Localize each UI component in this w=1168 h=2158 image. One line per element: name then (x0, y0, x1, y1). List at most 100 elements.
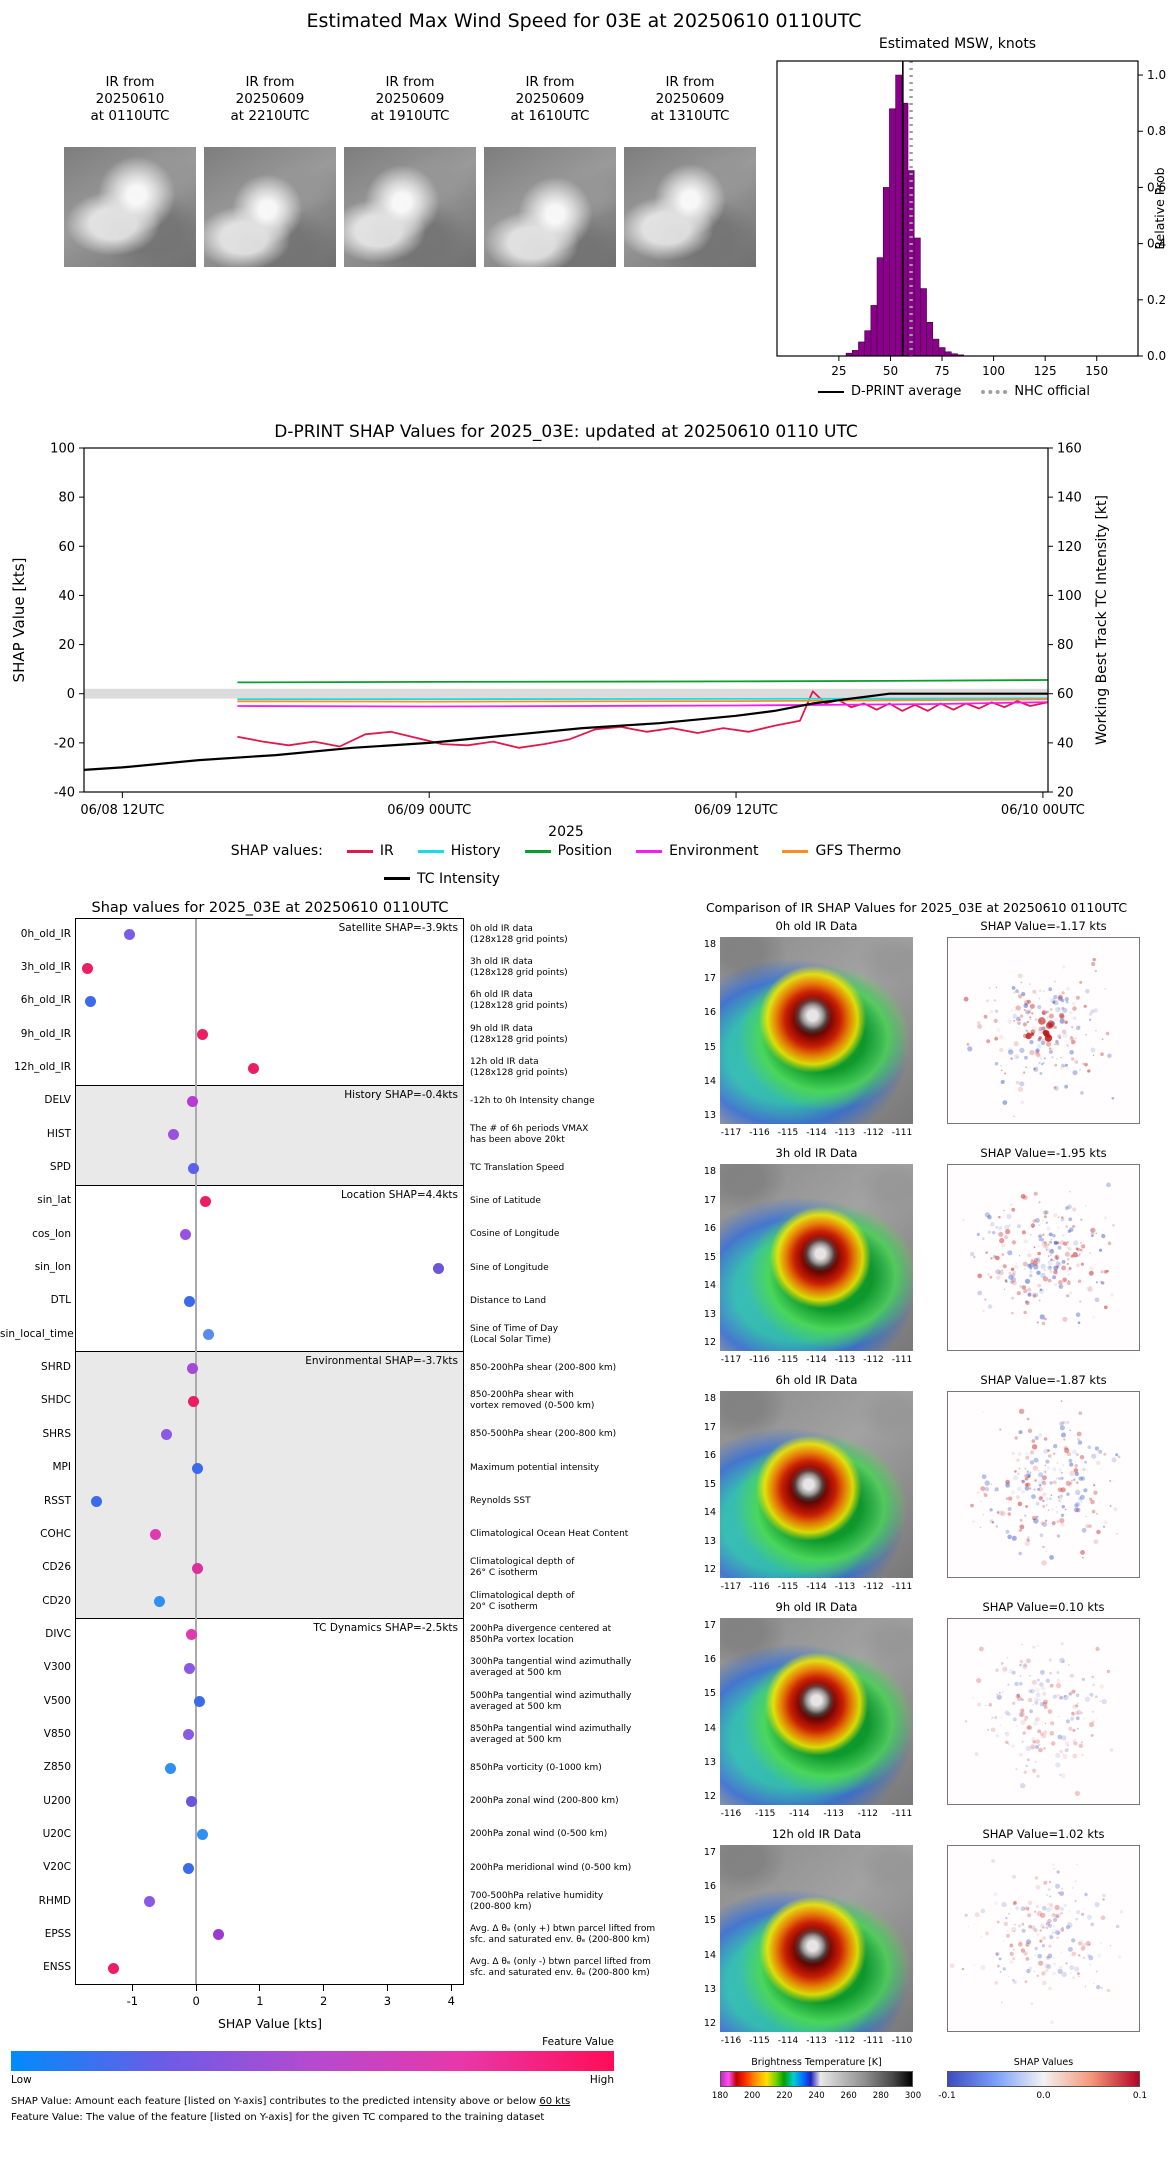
feature-desc: 6h old IR data (128x128 grid points) (470, 990, 568, 1012)
lon-tick-label: -112 (834, 2036, 856, 2046)
feature-label: 9h_old_IR (20, 1027, 71, 1040)
x-tick-label: 150 (1085, 364, 1108, 378)
timeseries-xlabel: 2025 (548, 824, 584, 840)
ir-comparison-panel: Comparison of IR SHAP Values for 2025_03… (665, 890, 1168, 2158)
histogram-bar (895, 74, 903, 357)
lat-tick-label: 17 (703, 1620, 716, 1631)
series-position (237, 679, 1049, 684)
shap-dot (194, 1696, 206, 1708)
x-tick-label: 100 (982, 364, 1005, 378)
series-history (237, 697, 1049, 701)
bt-tick-label: 260 (840, 2091, 857, 2101)
right-tick-label: 140 (1057, 491, 1082, 506)
histogram-bar (920, 288, 927, 357)
lat-tick-label: 12 (703, 1337, 716, 1348)
shap-map-speckles (949, 1859, 1124, 2025)
feature-desc: 200hPa zonal wind (200-800 km) (470, 1796, 619, 1807)
lat-tick-label: 15 (703, 1041, 716, 1053)
footnote-shap-value: SHAP Value: Amount each feature [listed … (11, 2096, 661, 2107)
ir-thumbnail-label: IR from 20250609 at 1610UTC (510, 74, 590, 124)
lon-tick-label: -115 (749, 2036, 770, 2046)
shap-dot (124, 929, 136, 941)
shap-colorbar-title: SHAP Values (1013, 2057, 1074, 2068)
feature-desc: 850-200hPa shear with vortex removed (0-… (470, 1390, 595, 1412)
lat-tick-label: 17 (703, 1847, 716, 1858)
lat-tick-label: 13 (703, 1535, 716, 1547)
group-header: TC Dynamics SHAP=-2.5kts (313, 1622, 458, 1635)
ir-map-image (720, 1391, 913, 1578)
feature-desc: 12h old IR data (128x128 grid points) (470, 1057, 568, 1079)
shap-dot (85, 995, 97, 1007)
x-tick (450, 1985, 452, 1991)
left-tick-label: 100 (50, 442, 75, 457)
ir-map-image (720, 1164, 913, 1351)
lon-tick-label: -115 (777, 1582, 799, 1592)
shap-map-speckles (962, 1182, 1115, 1326)
feature-label: SHRS (42, 1427, 71, 1440)
lat-tick-label: 16 (703, 1654, 716, 1666)
footnote-underlined: 60 kts (539, 2096, 571, 2107)
shap-cbar-tick-label: -0.1 (938, 2091, 956, 2101)
histogram-legend: D-PRINT average NHC official (740, 384, 1168, 399)
feature-desc: 3h old IR data (128x128 grid points) (470, 957, 568, 979)
feature-desc: Sine of Latitude (470, 1195, 541, 1206)
ir-map-title: 3h old IR Data (775, 1146, 858, 1160)
zero-band (84, 688, 1048, 699)
bt-colorbar (720, 2071, 913, 2087)
lon-tick-label: -113 (823, 1809, 844, 1819)
dotplot-box (75, 918, 464, 1985)
lat-tick-label: 14 (703, 1722, 716, 1734)
right-tick-label: 100 (1057, 589, 1082, 604)
histogram-title: Estimated MSW, knots (879, 36, 1036, 52)
feature-desc: 300hPa tangential wind azimuthally avera… (470, 1657, 632, 1679)
feature-label: DTL (50, 1294, 71, 1307)
histogram-bar (889, 108, 896, 357)
ir-map-image (720, 1845, 913, 2032)
lon-tick-label: -115 (777, 1128, 799, 1138)
shap-dot (202, 1329, 214, 1341)
lon-tick-label: -113 (834, 1355, 856, 1365)
figure-title: Estimated Max Wind Speed for 03E at 2025… (306, 10, 862, 32)
lat-tick-label: 14 (703, 1507, 716, 1518)
series-tc-intensity (83, 692, 1048, 771)
lat-tick-label: 14 (703, 1075, 716, 1087)
lat-tick-label: 12 (703, 2018, 716, 2029)
left-tick-label: 40 (58, 589, 75, 604)
plot-box (83, 447, 1049, 793)
ir-map-title: 12h old IR Data (771, 1827, 862, 1841)
feature-label: U200 (43, 1794, 71, 1807)
feature-desc: -12h to 0h Intensity change (470, 1095, 595, 1106)
left-tick-label: 20 (58, 638, 75, 653)
x-tick-label: -1 (126, 1994, 139, 2008)
ir-map-title: 0h old IR Data (775, 919, 858, 933)
shap-dot (188, 1395, 200, 1407)
shap-map-speckles (964, 1642, 1114, 1796)
shap-dot (197, 1829, 209, 1841)
x-tick-label: 25 (831, 364, 846, 378)
shap-map-title: SHAP Value=0.10 kts (982, 1600, 1105, 1614)
legend-label: GFS Thermo (815, 843, 902, 859)
lat-tick-label: 14 (703, 1949, 716, 1961)
lon-tick-label: -112 (863, 1355, 884, 1365)
shap-dot (191, 1462, 203, 1474)
legend-title: SHAP values: (230, 843, 323, 859)
dotplot-xlabel: SHAP Value [kts] (217, 2016, 323, 2031)
lat-tick-label: 18 (703, 1166, 716, 1177)
feature-label: EPSS (44, 1927, 71, 1940)
left-tick-label: -20 (54, 736, 75, 751)
ir-thumbnail-label: IR from 20250609 at 1910UTC (370, 74, 450, 124)
lat-tick-label: 12 (703, 1791, 716, 1802)
shap-dot (185, 1796, 197, 1808)
lon-tick-label: -111 (863, 2036, 884, 2046)
shap-dot (184, 1295, 196, 1307)
legend-item-d-print-average: D-PRINT average (817, 384, 961, 399)
x-tick-label: 0 (192, 1994, 200, 2008)
legend-label: History (450, 843, 501, 859)
y-tick-label: 0.8 (1147, 124, 1166, 138)
shap-dot (183, 1862, 194, 1874)
bt-tick-label: 200 (744, 2091, 761, 2101)
shap-dot (150, 1529, 162, 1541)
dotplot-title: Shap values for 2025_03E at 20250610 011… (91, 900, 449, 916)
lon-tick-label: -113 (806, 2036, 827, 2046)
y-tick-label: 0.6 (1147, 180, 1166, 194)
